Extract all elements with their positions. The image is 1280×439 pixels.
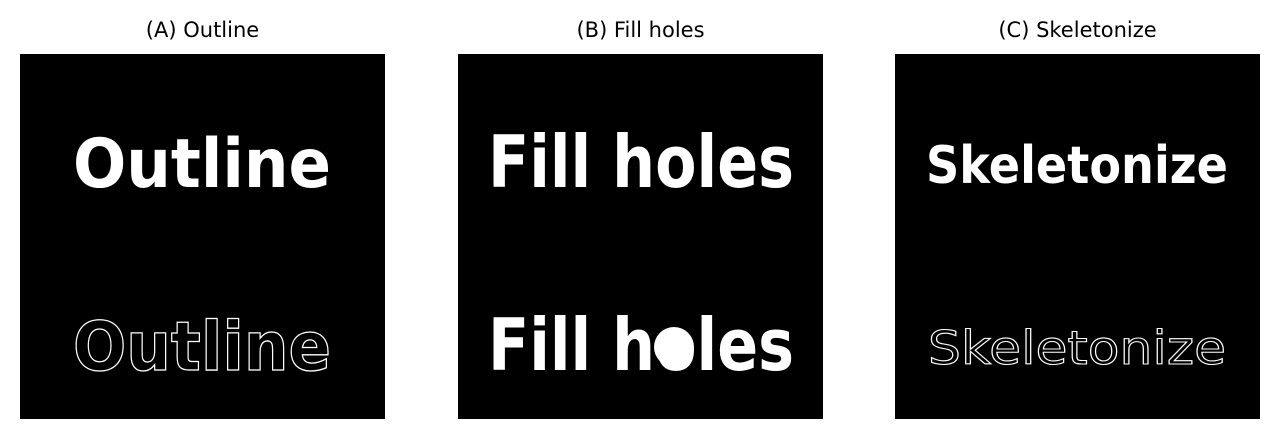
panel-c-bottom-text: Skeletonize — [928, 321, 1226, 375]
panel-b-title: (B) Fill holes — [576, 18, 705, 42]
panel-b-canvas: Fill holes Fill holes — [458, 54, 823, 419]
panel-c-top-text: Skeletonize — [926, 136, 1228, 196]
panel-a-image: Outline Outline — [20, 54, 385, 419]
panel-a-canvas: Outline Outline — [20, 54, 385, 419]
panel-c-image: Skeletonize Skeletonize — [895, 54, 1260, 419]
panel-a-title: (A) Outline — [145, 18, 260, 42]
panel-b-image: Fill holes Fill holes — [458, 54, 823, 419]
panel-b-top-text: Fill holes — [488, 120, 794, 204]
panel-a-top-text: Outline — [73, 125, 331, 204]
panel-c-title: (C) Skeletonize — [998, 18, 1157, 42]
panel-b-filled-hole — [654, 327, 694, 367]
panel-a-bottom-text: Outline — [73, 308, 331, 387]
panel-b-bottom-text: Fill holes — [488, 303, 794, 387]
panel-c-canvas: Skeletonize Skeletonize — [895, 54, 1260, 419]
